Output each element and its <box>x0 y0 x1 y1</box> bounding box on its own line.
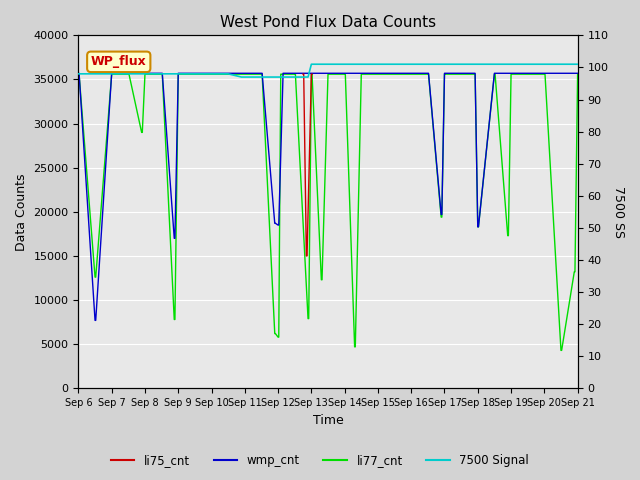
Y-axis label: 7500 SS: 7500 SS <box>612 186 625 238</box>
Y-axis label: Data Counts: Data Counts <box>15 173 28 251</box>
Title: West Pond Flux Data Counts: West Pond Flux Data Counts <box>220 15 436 30</box>
X-axis label: Time: Time <box>312 414 344 427</box>
Legend: li75_cnt, wmp_cnt, li77_cnt, 7500 Signal: li75_cnt, wmp_cnt, li77_cnt, 7500 Signal <box>106 449 534 472</box>
Text: WP_flux: WP_flux <box>91 55 147 68</box>
